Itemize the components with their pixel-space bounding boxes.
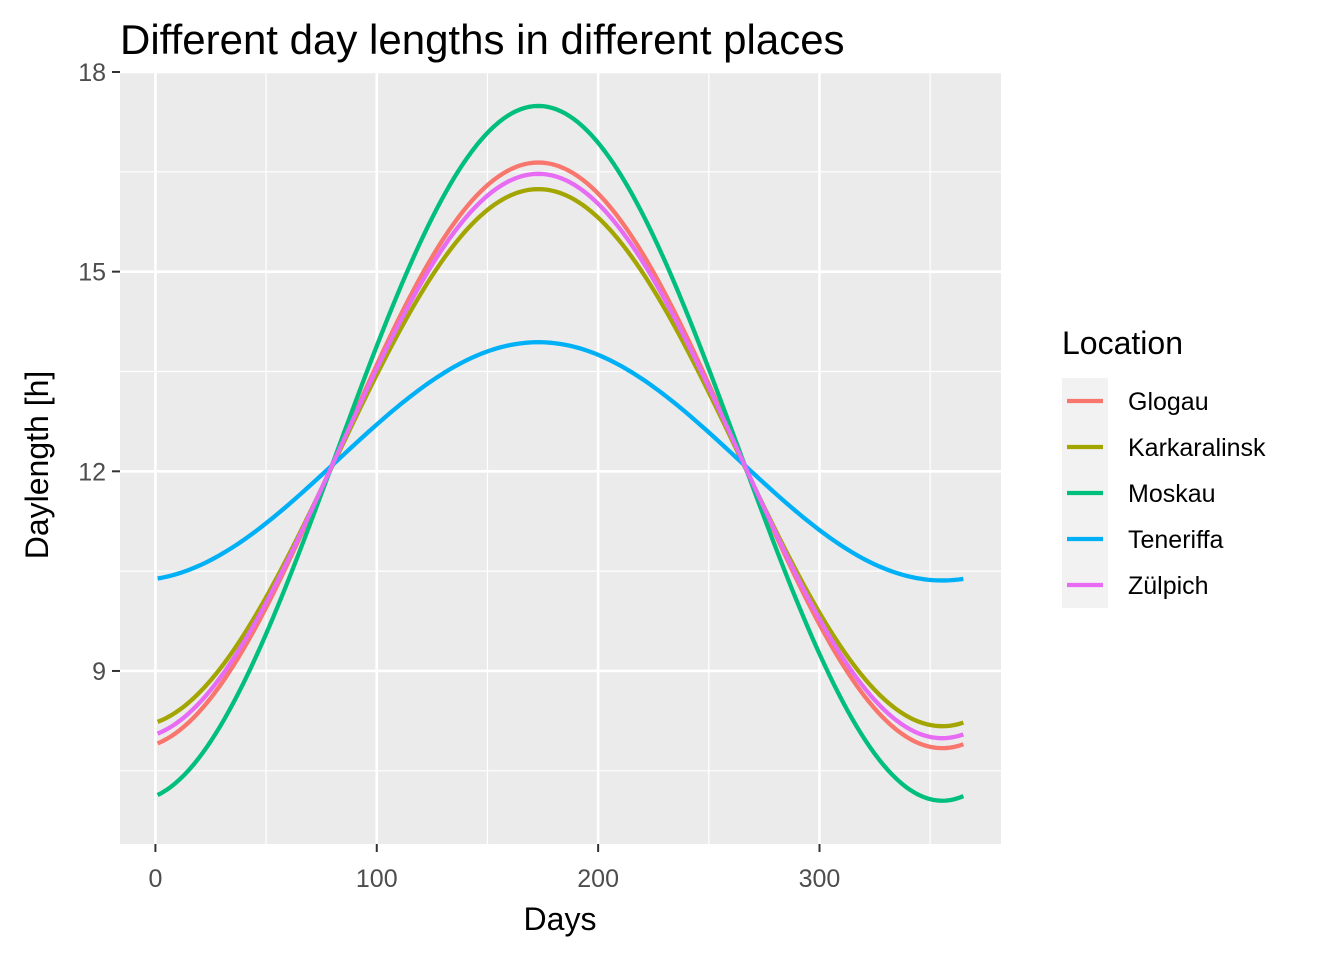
legend-title: Location bbox=[1062, 325, 1183, 361]
minor-gridlines bbox=[120, 72, 1001, 844]
x-tick-label: 0 bbox=[148, 865, 162, 893]
y-tick-label: 12 bbox=[78, 458, 106, 486]
legend-label: Teneriffa bbox=[1128, 526, 1224, 554]
legend: Location Glogau Karkaralinsk Moskau Tenerif… bbox=[1062, 325, 1266, 608]
legend-label: Moskau bbox=[1128, 480, 1216, 508]
x-tick-label: 200 bbox=[577, 865, 619, 893]
legend-label: Zülpich bbox=[1128, 572, 1209, 600]
legend-label: Glogau bbox=[1128, 388, 1209, 416]
y-tick-label: 18 bbox=[78, 59, 106, 87]
chart-title: Different day lengths in different place… bbox=[120, 16, 845, 63]
x-tick-label: 300 bbox=[799, 865, 841, 893]
series-line-moskau bbox=[156, 103, 965, 803]
x-axis-title: Days bbox=[524, 901, 597, 937]
axes: 0 100 200 300 9 12 15 18 bbox=[78, 59, 840, 893]
y-axis-title: Daylength [h] bbox=[19, 371, 55, 560]
plot-panel bbox=[120, 72, 1001, 844]
series-lines bbox=[156, 103, 965, 803]
y-tick-label: 9 bbox=[92, 658, 106, 686]
y-tick-label: 15 bbox=[78, 259, 106, 287]
series-line-teneriffa bbox=[157, 340, 964, 583]
legend-label: Karkaralinsk bbox=[1128, 434, 1266, 462]
series-line-zülpich bbox=[156, 171, 965, 741]
x-tick-label: 100 bbox=[356, 865, 398, 893]
